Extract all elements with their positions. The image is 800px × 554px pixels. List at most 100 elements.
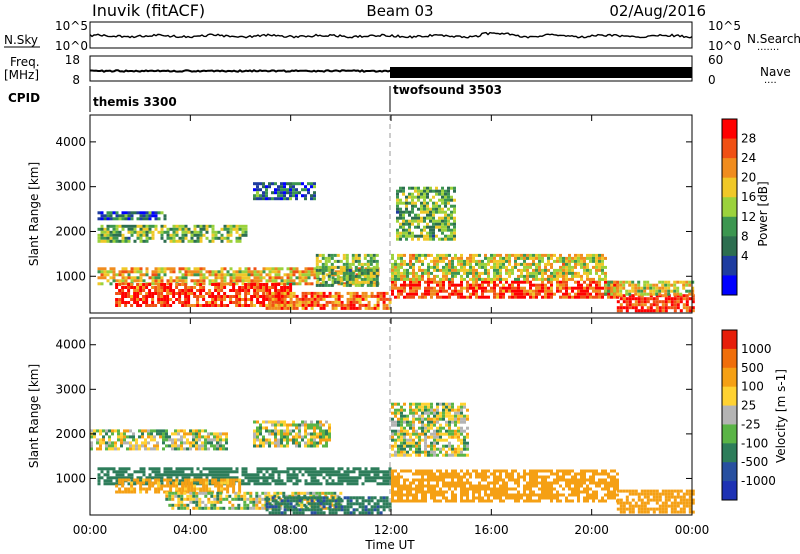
heatmap-cell [532,292,535,296]
heatmap-cell [235,279,239,283]
heatmap-cell [435,186,438,190]
heatmap-cell [133,298,137,301]
heatmap-cell [544,481,547,485]
heatmap-cell [298,441,301,445]
heatmap-cell [211,224,215,228]
heatmap-cell [192,444,195,448]
heatmap-cell [214,481,218,485]
heatmap-cell [664,283,668,287]
heatmap-cell [268,182,271,186]
heatmap-cell [622,280,626,284]
heatmap-cell [376,300,380,304]
heatmap-cell [595,271,598,275]
heatmap-cell [430,469,433,473]
heatmap-cell [408,192,411,196]
heatmap-cell [541,475,544,479]
heatmap-cell [283,188,286,192]
heatmap-cell [382,470,386,474]
heatmap-cell [208,239,212,243]
heatmap-cell [622,294,626,298]
heatmap-cell [427,268,430,272]
heatmap-cell [508,493,511,497]
heatmap-cell [267,497,271,501]
heatmap-cell [310,467,314,471]
heatmap-cell [199,270,203,274]
heatmap-cell [394,295,397,299]
heatmap-cell [97,270,101,274]
heatmap-cell [538,277,541,281]
heatmap-cell [207,447,210,451]
heatmap-cell [649,292,653,296]
heatmap-cell [451,271,454,275]
heatmap-cell [139,289,143,292]
heatmap-cell [420,228,423,232]
heatmap-cell [127,236,131,240]
heatmap-cell [328,300,332,304]
heatmap-cell [114,444,117,448]
heatmap-cell [415,289,418,293]
heatmap-cell [208,304,212,307]
heatmap-cell [475,487,478,491]
heatmap-cell [538,469,541,473]
heatmap-cell [421,493,424,497]
heatmap-cell [141,444,144,448]
heatmap-cell [124,301,128,304]
heatmap-cell [547,295,550,299]
heatmap-cell [436,280,439,284]
heatmap-cell [208,279,212,283]
heatmap-cell [310,282,314,286]
heatmap-cell [271,297,275,301]
heatmap-cell [214,484,218,488]
heatmap-cell [589,292,592,296]
heatmap-cell [166,478,170,482]
heatmap-cell [397,295,400,299]
heatmap-cell [166,484,170,488]
heatmap-cell [438,204,441,208]
heatmap-cell [256,298,260,301]
heatmap-cell [349,300,353,304]
heatmap-cell [249,506,253,510]
noise-sky-line [89,31,693,39]
heatmap-cell [304,282,308,286]
heatmap-cell [613,289,617,293]
heatmap-cell [400,286,403,290]
heatmap-cell [154,267,158,271]
heatmap-cell [229,279,233,283]
heatmap-cell [535,274,538,278]
heatmap-cell [435,207,438,211]
heatmap-cell [121,481,125,485]
heatmap-cell [415,472,418,476]
heatmap-cell [202,233,206,237]
heatmap-cell [100,233,104,237]
heatmap-cell [454,499,457,503]
heatmap-cell [301,188,304,192]
heatmap-cell [376,470,380,474]
heatmap-cell [349,502,353,506]
heatmap-cell [562,493,565,497]
heatmap-cell [196,482,200,486]
heatmap-cell [307,426,310,430]
heatmap-cell [195,435,198,439]
heatmap-cell [196,473,200,477]
heatmap-cell [658,309,662,313]
heatmap-cell [460,268,463,272]
heatmap-cell [241,273,245,277]
heatmap-cell [319,432,322,436]
heatmap-cell [604,478,607,482]
heatmap-cell [589,496,592,500]
heatmap-cell [403,277,406,281]
heatmap-cell [214,478,218,482]
heatmap-cell [234,506,238,510]
heatmap-cell [490,265,493,269]
heatmap-cell [241,470,245,474]
heatmap-cell [514,493,517,497]
noise-axis-top-left: 10^5 [55,19,88,33]
heatmap-cell [352,511,356,515]
heatmap-cell [441,195,444,199]
heatmap-cell [295,194,298,198]
heatmap-cell [202,224,206,228]
heatmap-cell [586,271,589,275]
heatmap-cell [544,487,547,491]
heatmap-cell [508,487,511,491]
heatmap-cell [295,182,298,186]
